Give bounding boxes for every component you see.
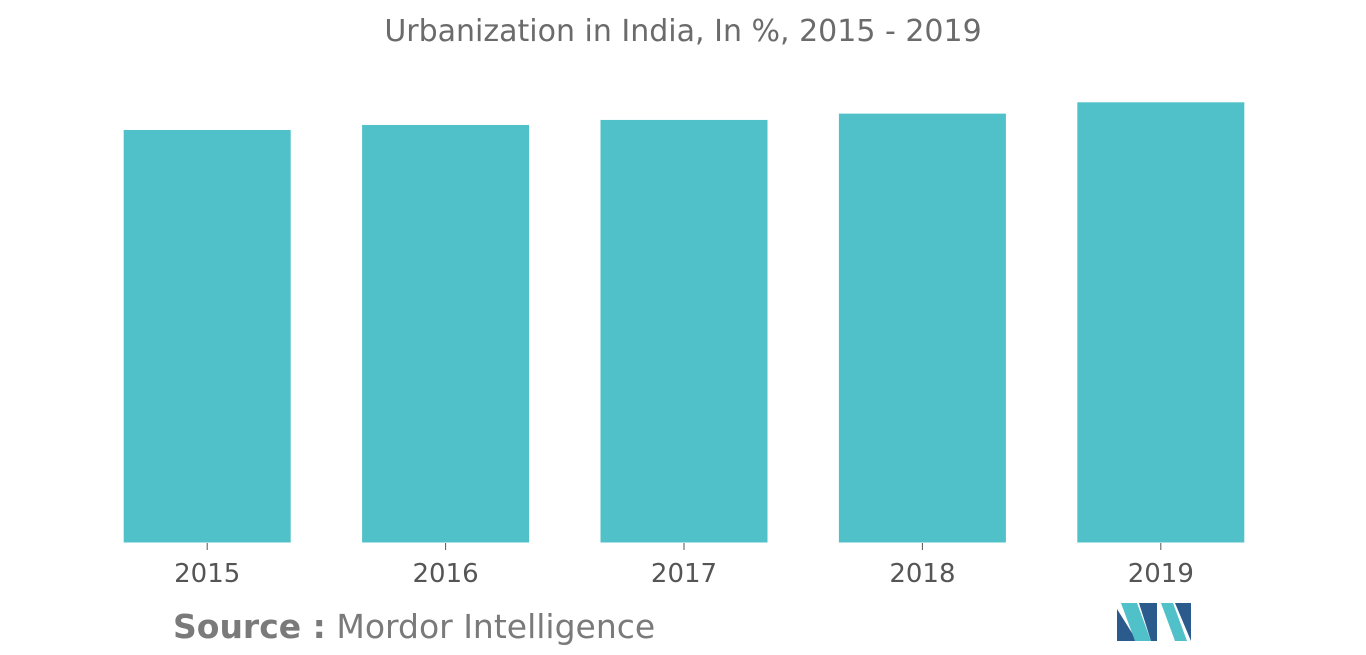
bars-group [123, 102, 1245, 543]
x-axis-ticks [206, 543, 1162, 550]
source-label: Source : [173, 607, 326, 646]
x-tick-label-2016: 2016 [413, 559, 479, 589]
bar-2018 [838, 113, 1006, 543]
x-tick-label-2019: 2019 [1128, 559, 1194, 589]
source-value: Mordor Intelligence [336, 607, 656, 646]
x-tick-label-2015: 2015 [174, 559, 240, 589]
bar-2015 [123, 129, 291, 543]
x-tick-label-2017: 2017 [651, 559, 717, 589]
chart-title: Urbanization in India, In %, 2015 - 2019 [384, 14, 982, 49]
x-tick-label-2018: 2018 [889, 559, 955, 589]
bar-2019 [1077, 102, 1245, 543]
bar-2016 [362, 124, 530, 543]
bar-chart: 2015 2016 2017 2018 2019 [123, 102, 1245, 589]
mordor-intelligence-logo-icon [1117, 603, 1191, 641]
bar-2017 [600, 119, 768, 543]
source-line: Source : Mordor Intelligence [173, 607, 655, 646]
x-axis-tick-labels: 2015 2016 2017 2018 2019 [174, 559, 1194, 589]
